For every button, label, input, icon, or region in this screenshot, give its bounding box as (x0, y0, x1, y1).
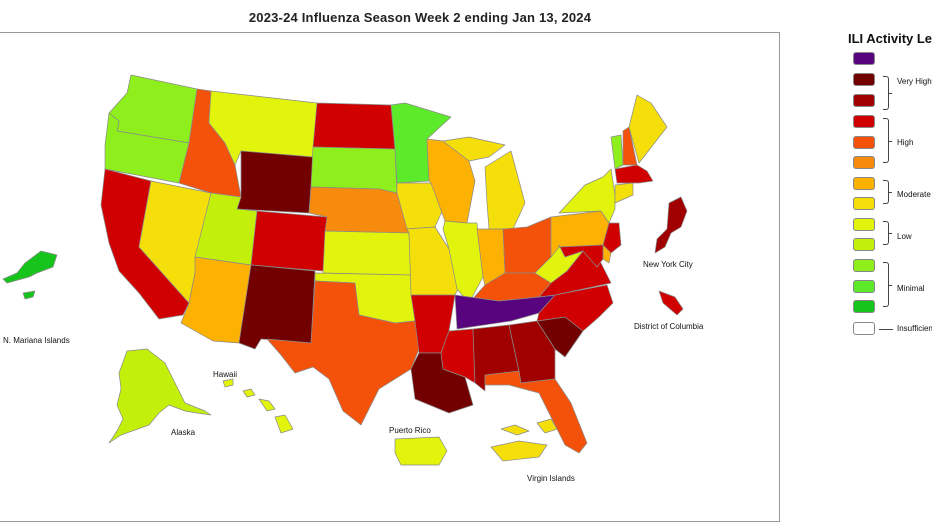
state-MI[interactable] (484, 150, 526, 230)
state-TX[interactable] (266, 280, 420, 426)
state-WY[interactable] (236, 150, 314, 214)
state-NM[interactable] (238, 264, 316, 350)
state-HI-2[interactable] (242, 388, 256, 398)
territory-VI[interactable] (500, 424, 530, 436)
state-NC[interactable] (536, 284, 614, 332)
legend-label-moderate: Moderate (897, 190, 931, 199)
state-HI-4[interactable] (274, 414, 294, 434)
region-NYC[interactable] (654, 196, 688, 254)
label-alaska: Alaska (171, 428, 196, 437)
legend: Very High High Moderate Low Minimal Insu… (853, 52, 932, 352)
label-dc: District of Columbia (634, 322, 704, 331)
legend-swatch-3 (853, 259, 875, 272)
state-AK[interactable] (108, 348, 212, 444)
state-HI[interactable] (222, 378, 234, 388)
state-KS[interactable] (322, 230, 412, 276)
state-SD[interactable] (310, 146, 398, 194)
legend-swatch-11 (853, 94, 875, 107)
map-title: 2023-24 Influenza Season Week 2 ending J… (248, 10, 592, 25)
legend-label-insufficient: Insufficien (897, 324, 932, 333)
region-NMI-2[interactable] (22, 290, 36, 300)
legend-swatch-9 (853, 136, 875, 149)
map-frame: New York City District of Columbia N. Ma… (0, 32, 780, 522)
state-ND[interactable] (312, 102, 396, 150)
legend-swatch-13 (853, 52, 875, 65)
territory-PR[interactable] (394, 436, 448, 466)
state-FL[interactable] (484, 370, 588, 454)
legend-swatch-8 (853, 156, 875, 169)
region-NMI[interactable] (2, 250, 58, 284)
territory-VI-2[interactable] (536, 418, 558, 434)
legend-label-low: Low (897, 232, 912, 241)
bracket-low (883, 221, 892, 245)
state-MD[interactable] (558, 244, 604, 268)
bracket-high (883, 118, 892, 163)
bracket-minimal (883, 262, 892, 307)
legend-swatch-4 (853, 238, 875, 251)
legend-swatch-7 (853, 177, 875, 190)
state-CT[interactable] (614, 182, 634, 204)
region-DC[interactable] (658, 290, 684, 316)
label-virgin-islands: Virgin Islands (527, 474, 575, 483)
legend-title: ILI Activity Le (848, 31, 932, 46)
legend-swatch-12 (853, 73, 875, 86)
state-CO[interactable] (250, 210, 328, 272)
state-MI-UP[interactable] (442, 136, 506, 162)
legend-label-very-high: Very High (897, 77, 932, 86)
state-VT[interactable] (610, 134, 624, 170)
label-nmi: N. Mariana Islands (3, 336, 70, 345)
legend-swatch-10 (853, 115, 875, 128)
legend-label-high: High (897, 138, 914, 147)
legend-swatch-5 (853, 218, 875, 231)
us-map: New York City District of Columbia N. Ma… (2, 74, 704, 483)
state-HI-3[interactable] (258, 398, 276, 412)
label-puerto-rico: Puerto Rico (389, 426, 431, 435)
legend-swatch-2 (853, 280, 875, 293)
label-nyc: New York City (643, 260, 693, 269)
legend-swatch-1 (853, 300, 875, 313)
legend-swatch-6 (853, 197, 875, 210)
legend-label-minimal: Minimal (897, 284, 925, 293)
bracket-very-high (883, 76, 892, 110)
label-hawaii: Hawaii (213, 370, 237, 379)
territory-VI-3[interactable] (490, 440, 548, 462)
state-ME[interactable] (628, 94, 668, 164)
legend-swatch-insufficient (853, 322, 875, 335)
bracket-moderate (883, 180, 892, 204)
dash-insufficient (879, 329, 893, 330)
state-NJ[interactable] (602, 222, 622, 254)
state-MA[interactable] (614, 164, 654, 184)
